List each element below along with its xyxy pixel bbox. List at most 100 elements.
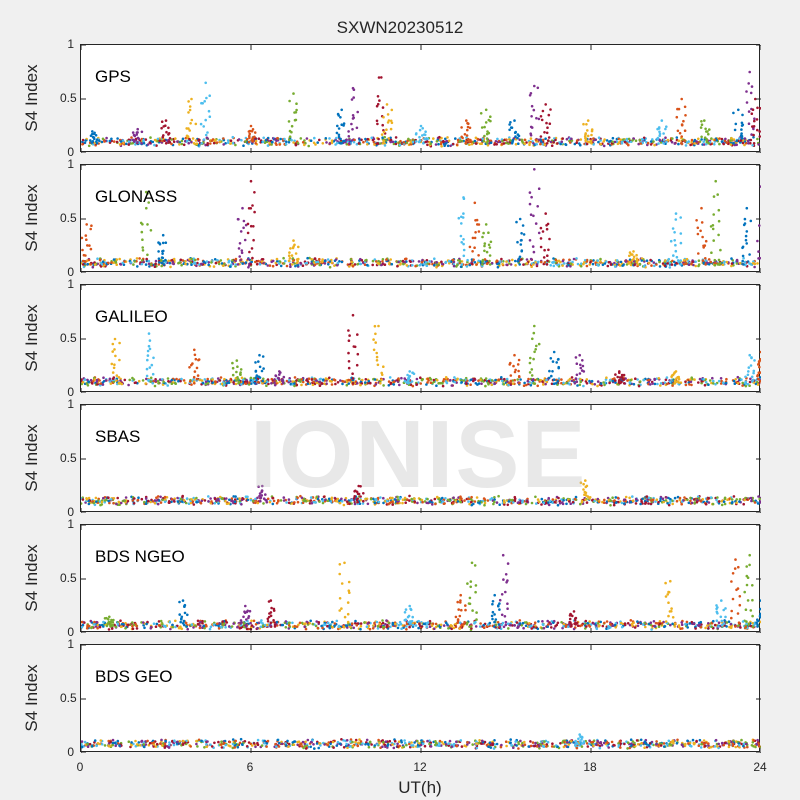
data-point [271, 259, 275, 263]
data-point [452, 502, 455, 505]
data-point [635, 253, 638, 257]
data-point [489, 498, 492, 501]
data-point [732, 138, 736, 141]
data-point [759, 350, 761, 354]
data-point [545, 227, 549, 231]
data-point [187, 141, 190, 145]
data-point [490, 379, 494, 382]
data-point [288, 377, 291, 380]
data-point [530, 104, 534, 108]
data-point [83, 141, 87, 145]
data-point [674, 370, 678, 373]
data-point [372, 348, 376, 352]
data-point [532, 331, 536, 335]
data-point [677, 381, 681, 384]
data-point [628, 381, 632, 384]
data-point [609, 263, 613, 266]
data-point [204, 133, 208, 137]
data-point [551, 498, 555, 501]
data-point [134, 381, 138, 384]
data-point [700, 120, 703, 123]
data-point [516, 378, 519, 381]
data-point [408, 370, 412, 373]
data-point [158, 139, 161, 143]
data-point [596, 497, 600, 501]
data-point [271, 496, 274, 500]
data-point [232, 495, 235, 498]
data-point [553, 500, 557, 504]
data-point [348, 502, 351, 506]
data-point [585, 484, 589, 488]
data-point [157, 620, 161, 623]
data-point [166, 377, 170, 380]
data-point [740, 132, 743, 135]
data-point [148, 339, 152, 342]
data-point [254, 376, 258, 379]
data-point [544, 212, 547, 215]
data-point [387, 137, 391, 140]
data-point [345, 138, 348, 141]
data-point [294, 264, 297, 268]
data-point [181, 137, 185, 141]
data-point [675, 255, 679, 259]
data-point [141, 238, 144, 241]
data-point [81, 498, 85, 501]
data-point [575, 257, 578, 260]
data-point [515, 220, 518, 224]
data-point [131, 138, 135, 142]
data-point [525, 383, 528, 387]
data-point [693, 502, 696, 505]
data-point [182, 143, 186, 147]
data-point [165, 130, 168, 134]
data-point [309, 496, 313, 499]
data-point [379, 496, 382, 499]
data-point [423, 263, 426, 266]
data-point [343, 139, 346, 143]
data-point [757, 143, 760, 146]
data-point [735, 501, 738, 504]
data-point [503, 377, 506, 381]
data-point [312, 500, 316, 504]
data-point [253, 191, 256, 194]
data-point [673, 379, 677, 382]
data-point [459, 139, 462, 142]
data-point [313, 257, 317, 260]
data-point [473, 261, 477, 264]
data-point [536, 205, 539, 208]
data-point [589, 623, 593, 626]
data-point [140, 262, 144, 266]
data-point [279, 499, 283, 502]
data-point [514, 135, 517, 138]
data-point [118, 143, 122, 146]
data-point [456, 263, 459, 267]
data-point [351, 382, 355, 385]
data-point [392, 142, 396, 146]
data-point [87, 502, 91, 506]
data-point [685, 141, 689, 144]
data-point [137, 496, 140, 499]
data-point [375, 355, 379, 359]
data-point [402, 141, 406, 144]
data-point [750, 112, 754, 115]
data-point [456, 138, 460, 142]
data-point [744, 141, 748, 145]
data-point [381, 136, 384, 139]
data-point [530, 115, 533, 118]
data-point [529, 213, 533, 216]
data-point [387, 384, 391, 387]
data-point [172, 257, 176, 261]
data-point [545, 142, 549, 145]
data-point [393, 498, 397, 501]
data-point [602, 140, 605, 143]
data-point [551, 360, 555, 363]
data-point [335, 141, 339, 145]
data-point [471, 236, 475, 240]
data-point [713, 258, 717, 262]
data-point [628, 496, 631, 500]
data-point [190, 257, 193, 261]
data-point [158, 261, 161, 264]
data-point [237, 138, 241, 141]
data-point [357, 377, 361, 381]
data-point [273, 381, 276, 384]
data-point [590, 133, 593, 137]
